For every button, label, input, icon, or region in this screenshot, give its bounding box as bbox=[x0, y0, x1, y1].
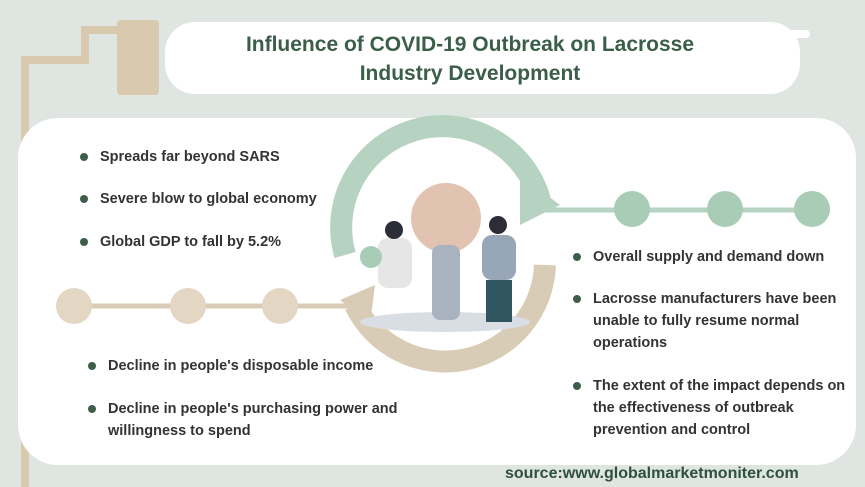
bullet: Global GDP to fall by 5.2% bbox=[80, 231, 360, 253]
bullet: The extent of the impact depends on the … bbox=[573, 375, 858, 441]
bullet: Decline in people's purchasing power and… bbox=[88, 398, 408, 442]
bullet: Lacrosse manufacturers have been unable … bbox=[573, 288, 858, 354]
bullet: Decline in people's disposable income bbox=[88, 355, 418, 377]
title-line: Influence of COVID-19 Outbreak on Lacros… bbox=[245, 33, 695, 56]
bullet: Severe blow to global economy bbox=[80, 188, 360, 210]
bullet: Spreads far beyond SARS bbox=[80, 146, 360, 168]
bullet: Overall supply and demand down bbox=[573, 246, 863, 268]
source: source:www.globalmarketmoniter.com bbox=[505, 465, 799, 482]
title-line: Industry Development bbox=[359, 62, 581, 85]
